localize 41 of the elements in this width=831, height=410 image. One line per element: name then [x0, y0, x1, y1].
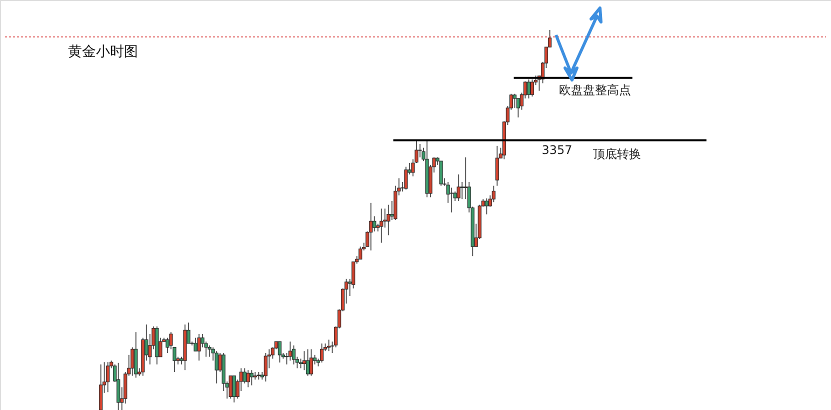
candlestick — [439, 160, 443, 186]
candlestick — [386, 204, 390, 236]
ref-line-label: 欧盘盘整高点 — [559, 83, 631, 97]
annotation: 3357 — [542, 143, 572, 157]
text: 黄金小时图 — [68, 44, 138, 60]
candlestick — [306, 348, 310, 376]
candlestick — [526, 78, 531, 99]
candlestick — [380, 208, 384, 244]
candlestick — [495, 145, 499, 186]
candlestick — [492, 185, 496, 203]
candlestick — [130, 346, 134, 376]
candlestick — [484, 198, 488, 215]
candlestick — [298, 358, 303, 369]
candlestick — [232, 375, 236, 403]
candlestick — [369, 202, 373, 251]
candlestick — [358, 246, 362, 260]
text: 顶底转换 — [593, 147, 641, 161]
candlestick — [302, 350, 306, 371]
candlestick — [372, 216, 376, 232]
candlestick — [460, 182, 464, 200]
candlestick — [512, 93, 516, 108]
candlestick — [309, 348, 314, 376]
candlestick — [530, 78, 534, 97]
candlestick — [288, 341, 292, 362]
candlestick — [450, 187, 454, 213]
candlestick — [228, 375, 232, 400]
candlestick — [264, 352, 268, 382]
candlestick — [456, 174, 460, 202]
candlestick — [208, 344, 212, 358]
candlestick — [250, 370, 254, 386]
candlestick — [242, 368, 246, 384]
candlestick — [197, 334, 201, 362]
candlestick — [246, 370, 250, 388]
candlestick — [404, 166, 408, 190]
candlestick — [116, 362, 120, 410]
candlestick — [292, 344, 296, 365]
candlestick — [278, 341, 282, 363]
candlestick — [194, 337, 198, 352]
candlestick — [320, 343, 324, 363]
candlestick — [214, 350, 218, 384]
candlestick — [106, 362, 110, 393]
